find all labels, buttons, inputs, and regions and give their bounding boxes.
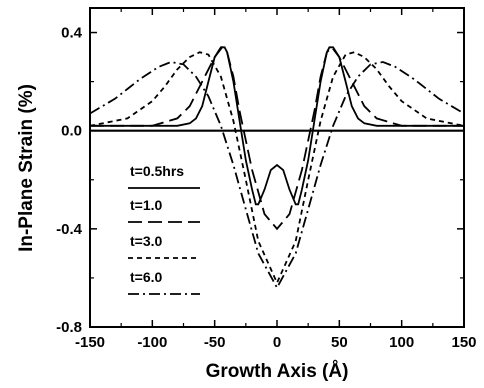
legend-label-2: t=1.0 <box>130 197 163 213</box>
series-layer <box>89 45 465 290</box>
x-tick-label: 150 <box>451 334 476 351</box>
legend: t=0.5hrs t=1.0 t=3.0 t=6.0 <box>128 163 200 295</box>
x-axis-title: Growth Axis (Å) <box>206 361 349 382</box>
y-tick-label: 0.0 <box>61 123 82 140</box>
x-tick-label: -50 <box>204 334 226 351</box>
y-axis-title: In-Plane Strain (%) <box>16 84 37 252</box>
y-tick-label: -0.4 <box>56 221 83 238</box>
legend-label-3: t=3.0 <box>130 233 163 249</box>
x-tick-label: 0 <box>273 334 281 351</box>
series-line-4 <box>89 61 465 290</box>
x-tick-label: 50 <box>331 334 348 351</box>
y-tick-label: 0.4 <box>61 25 83 42</box>
series-line-2 <box>90 45 464 231</box>
x-tick-label: 100 <box>389 334 414 351</box>
tick-layer: -150 -100 -50 0 50 100 150 -0.8 -0.4 0.0 0.4 <box>56 8 477 351</box>
x-tick-label: -100 <box>137 334 167 351</box>
y-tick-label: -0.8 <box>56 319 82 336</box>
x-tick-label: -150 <box>75 334 105 351</box>
plot-frame <box>89 7 465 328</box>
series-line-3 <box>89 51 465 285</box>
series-line-1 <box>90 46 464 206</box>
legend-label-4: t=6.0 <box>130 269 163 285</box>
legend-label-1: t=0.5hrs <box>130 163 184 179</box>
